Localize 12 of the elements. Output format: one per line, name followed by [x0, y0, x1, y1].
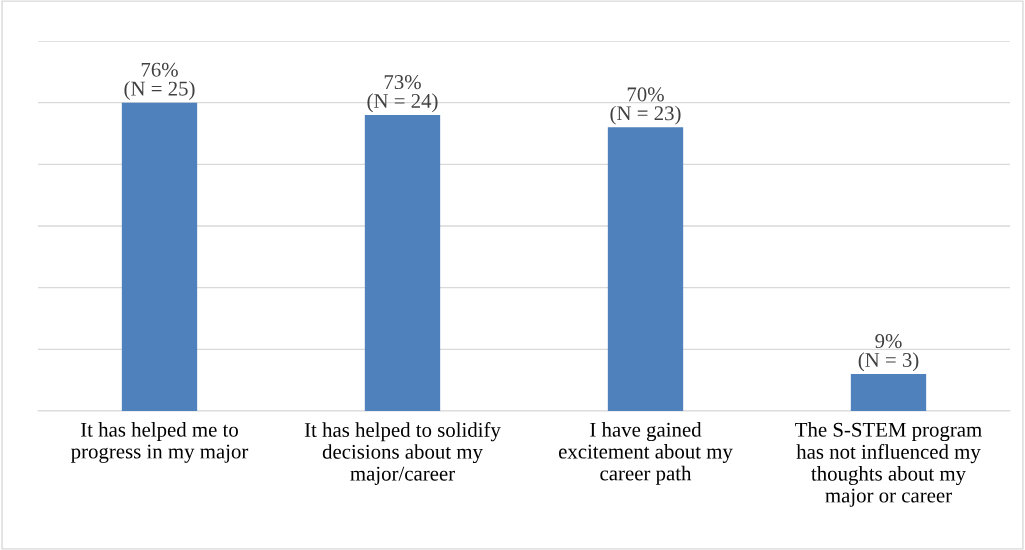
- bar: [121, 102, 198, 411]
- data-label: 9% (N = 3): [858, 334, 919, 372]
- bar: [607, 127, 684, 411]
- x-tick-label: I have gained excitement about my career path: [558, 422, 733, 485]
- data-label: 76% (N = 25): [124, 62, 195, 100]
- x-tick-label: The S-STEM program has not influenced my thoughts about my major or career: [795, 422, 982, 507]
- data-label: 73% (N = 24): [367, 75, 438, 113]
- x-tick-label: It has helped to solidify decisions about my major/career: [304, 422, 501, 485]
- data-label: 70% (N = 23): [610, 87, 681, 125]
- x-tick-label: It has helped me to progress in my major: [71, 422, 249, 463]
- bar: [850, 374, 927, 411]
- bar: [364, 115, 441, 411]
